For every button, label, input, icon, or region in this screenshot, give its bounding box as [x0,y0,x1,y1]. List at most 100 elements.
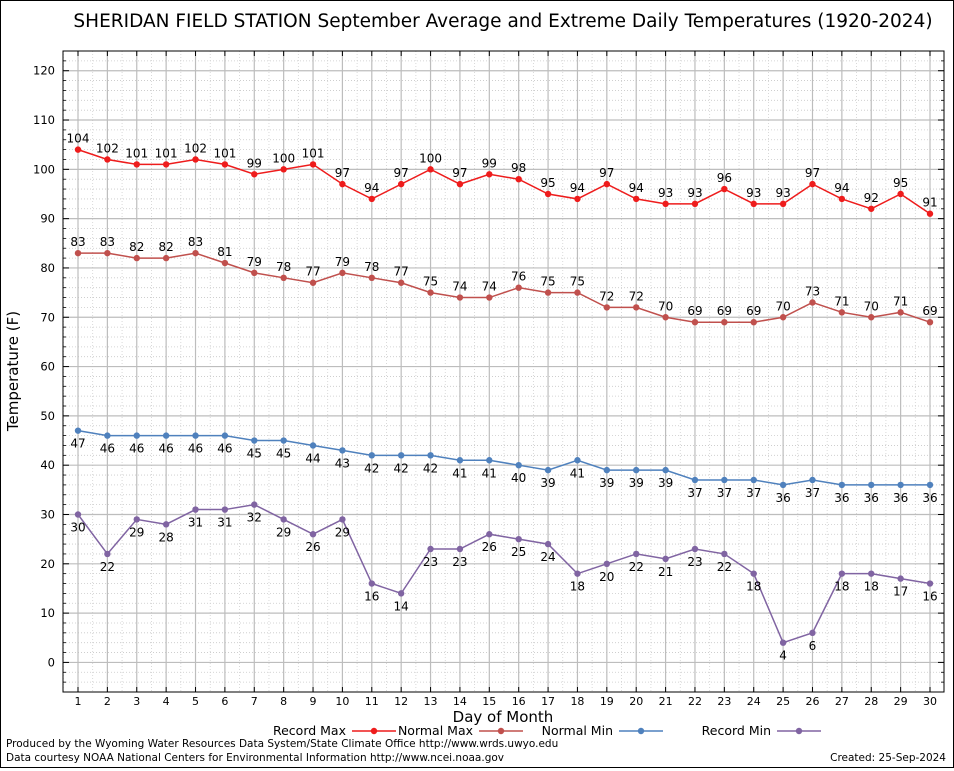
data-label-record-min: 28 [158,530,173,544]
legend: Record Max Normal Max Normal Min Record Min [273,723,821,738]
data-point-normal-min [603,466,611,474]
data-label-normal-max: 69 [922,304,937,318]
data-label-record-max: 101 [302,146,325,160]
data-point-normal-max [544,289,552,296]
data-label-record-min: 32 [247,511,262,525]
data-label-normal-min: 37 [746,486,761,500]
data-point-record-min [280,516,287,523]
data-label-normal-max: 77 [305,265,320,279]
y-tick-label: 20 [40,557,55,571]
data-point-normal-min [926,481,934,489]
data-point-normal-max [427,289,434,296]
data-label-record-max: 97 [599,166,614,180]
data-label-record-max: 104 [67,132,90,146]
x-tick-label: 26 [805,695,819,708]
data-point-record-max [251,171,258,178]
data-label-record-max: 95 [893,176,908,190]
data-point-record-min [427,545,434,553]
data-point-record-max [104,156,111,163]
data-point-record-max [192,156,199,163]
data-point-record-min [868,570,875,577]
data-point-normal-max [251,269,258,277]
data-point-record-min [456,545,464,553]
data-point-record-max [868,205,875,212]
series-normal-min: 47 46 46 46 46 46 45 45 44 43 42 42 42 41 41 40 39 41 39 39… [70,427,938,505]
data-label-normal-min: 46 [129,442,144,456]
data-label-normal-min: 42 [364,461,379,475]
data-label-normal-max: 75 [423,275,438,289]
y-axis-label: Temperature (F) [4,311,22,432]
data-point-normal-min [339,447,346,454]
data-label-normal-max: 79 [335,255,350,269]
data-point-normal-max [926,318,934,326]
chart-title: SHERIDAN FIELD STATION September Average… [73,11,932,32]
data-point-record-min [633,550,640,558]
x-tick-label: 11 [365,695,379,708]
data-label-record-min: 21 [658,565,673,579]
series-line-normal-max [78,252,931,323]
y-tick-label: 90 [40,212,55,226]
data-point-record-max [750,200,757,208]
data-point-normal-max [339,269,346,277]
data-label-normal-min: 36 [864,491,879,505]
x-tick-label: 14 [453,695,467,708]
plot-area-border [62,50,945,693]
data-point-record-max [339,180,346,188]
series-normal-max: 83 83 82 82 83 81 79 78 77 79 78 77 75 74 74 76 75 75 72 72… [70,235,938,326]
data-label-normal-min: 41 [570,466,585,480]
data-point-normal-min [897,481,904,489]
data-point-record-min [162,521,170,528]
data-point-record-min [779,639,787,646]
data-label-normal-max: 74 [452,280,467,294]
data-point-normal-max [368,274,375,282]
data-label-record-max: 92 [864,191,879,205]
x-tick-label: 9 [310,695,317,708]
data-label-record-max: 95 [540,176,555,190]
data-point-normal-min [544,466,552,474]
data-point-normal-min [133,432,140,439]
data-label-record-min: 18 [834,580,849,594]
legend-item-normal-min: Normal Min [542,723,663,738]
data-point-normal-min [427,452,434,459]
data-label-record-max: 97 [394,166,409,180]
data-label-normal-max: 81 [217,245,232,259]
x-tick-label: 6 [221,695,228,708]
data-label-record-max: 99 [482,156,497,170]
data-point-record-min [221,506,229,513]
data-label-record-max: 102 [184,141,207,155]
data-label-normal-max: 70 [864,299,879,313]
data-point-normal-min [397,452,405,459]
data-point-record-min [309,531,317,538]
data-point-record-min [104,550,111,558]
data-point-record-min [397,590,405,597]
data-point-record-min [486,531,493,538]
data-point-normal-min [456,457,464,464]
y-tick-label: 110 [33,113,55,127]
data-point-record-max [515,176,522,183]
data-label-normal-min: 45 [247,447,262,461]
data-point-normal-max [868,314,875,321]
y-tick-label: 10 [40,606,55,620]
data-point-record-min [515,535,522,543]
data-label-record-max: 96 [717,171,732,185]
x-tick-label: 4 [163,695,170,708]
data-label-record-max: 101 [213,146,236,160]
data-label-record-min: 22 [100,560,115,574]
series-record-min: 30 22 29 28 31 31 32 29 26 29 16 14 23 23 26 25 24 18 20 22… [70,501,938,663]
data-point-record-min [339,516,346,523]
data-point-record-min [251,501,258,508]
data-label-record-min: 29 [335,525,350,539]
x-tick-label: 20 [629,695,643,708]
legend-label-record-min: Record Min [702,723,771,738]
x-tick-label: 7 [251,695,258,708]
data-point-normal-max [750,318,757,326]
data-point-record-max [662,200,669,208]
data-point-normal-max [897,309,904,316]
data-label-normal-min: 39 [599,476,614,490]
data-label-record-min: 30 [70,520,85,534]
data-point-normal-min [809,476,816,484]
legend-label-record-max: Record Max [273,723,346,738]
data-label-record-max: 93 [746,186,761,200]
legend-marker-normal-min [637,727,645,735]
data-point-normal-min [368,452,375,459]
